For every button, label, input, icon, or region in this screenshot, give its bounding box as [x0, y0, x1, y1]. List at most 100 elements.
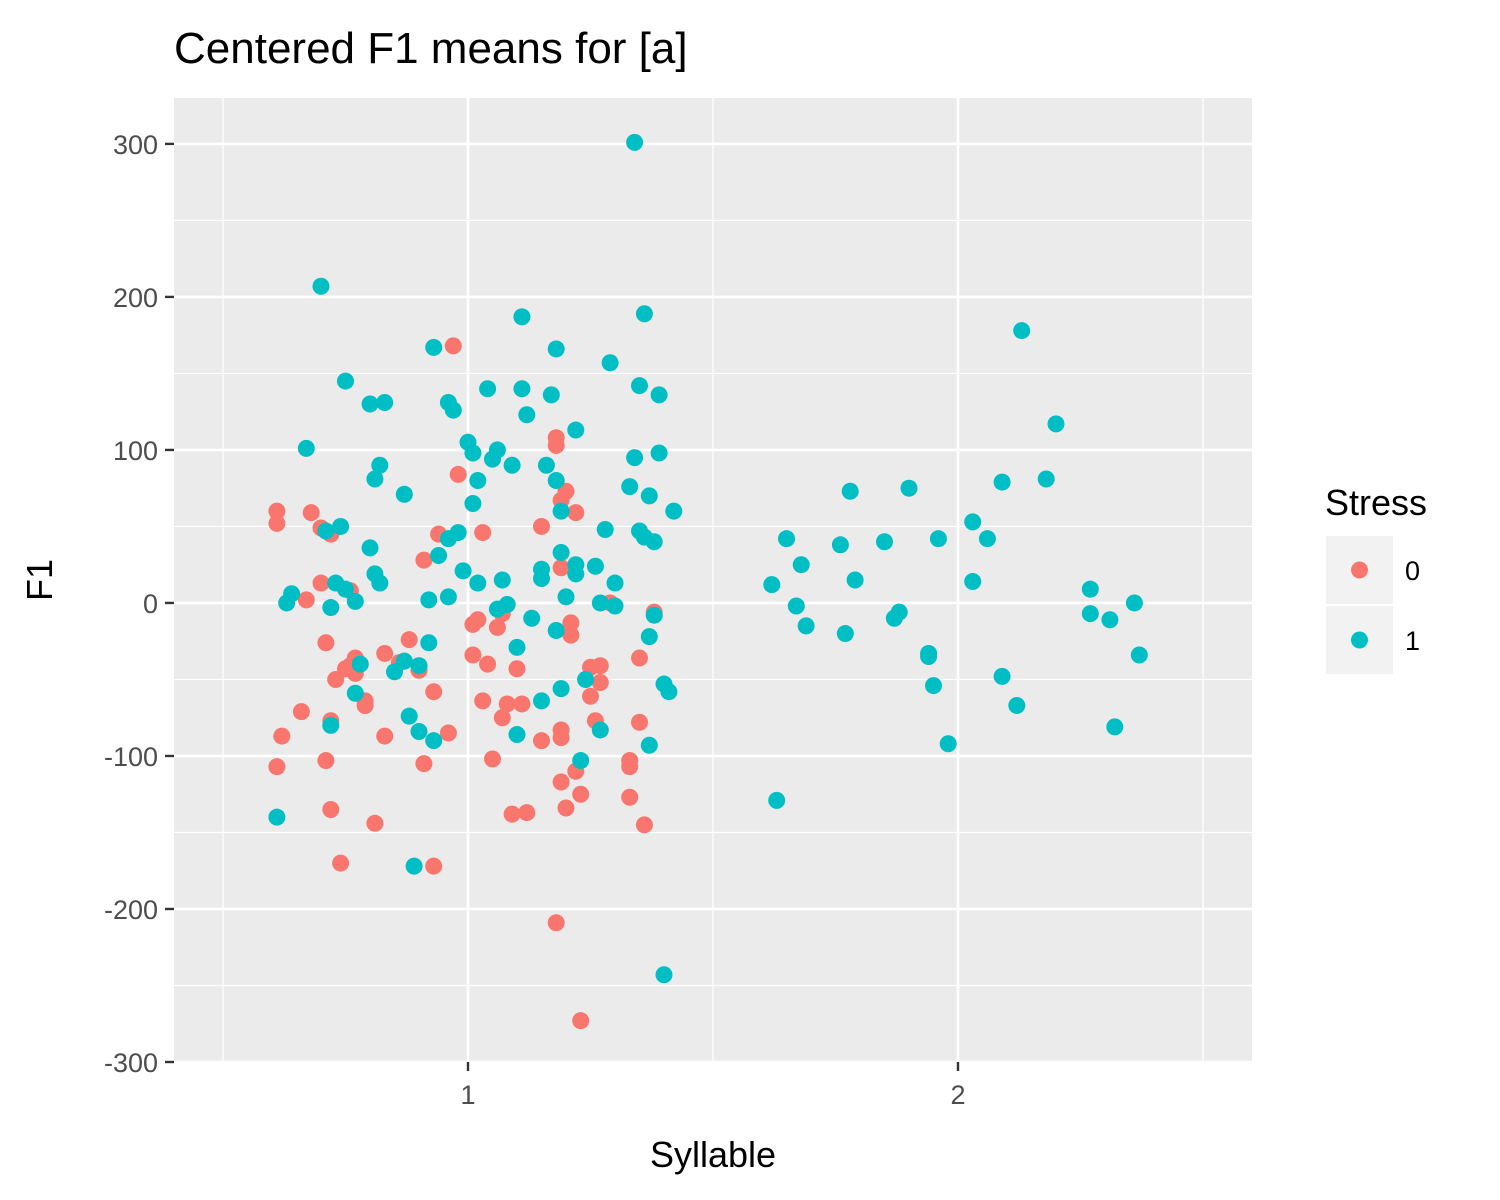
data-point	[488, 441, 506, 459]
data-point	[547, 914, 565, 932]
data-point	[631, 377, 648, 395]
data-point	[317, 522, 335, 540]
data-point	[430, 547, 448, 565]
data-point	[650, 386, 668, 404]
data-point	[552, 729, 570, 747]
data-point	[841, 482, 859, 500]
data-point	[964, 513, 982, 531]
data-point	[327, 670, 345, 688]
data-point	[768, 791, 786, 809]
data-point	[572, 752, 590, 770]
data-point	[660, 683, 678, 701]
data-point	[621, 478, 639, 496]
data-point	[386, 663, 403, 681]
data-point	[361, 395, 379, 413]
data-point	[366, 814, 384, 832]
data-point	[591, 657, 609, 675]
data-point	[542, 386, 560, 404]
data-point	[415, 755, 433, 773]
data-point	[503, 805, 521, 823]
data-point	[562, 614, 580, 632]
data-point	[601, 354, 619, 372]
data-point	[1008, 696, 1026, 714]
data-point	[444, 337, 462, 355]
data-point	[493, 571, 511, 589]
data-point	[778, 530, 795, 548]
data-point	[631, 713, 648, 731]
data-point	[640, 736, 658, 754]
data-point	[547, 472, 565, 490]
data-point	[900, 479, 918, 497]
data-point	[449, 465, 467, 483]
y-tick-label: -300	[104, 1048, 158, 1078]
data-point	[312, 574, 330, 592]
data-point	[425, 732, 443, 750]
data-point	[425, 857, 443, 875]
data-point	[371, 574, 389, 592]
data-point	[346, 592, 364, 610]
data-point	[1081, 580, 1099, 598]
data-point	[439, 724, 457, 742]
data-point	[474, 524, 492, 542]
data-point	[268, 808, 286, 826]
data-point	[479, 655, 497, 673]
data-point	[376, 394, 394, 412]
data-point	[552, 543, 570, 561]
data-point	[464, 494, 482, 512]
data-point	[513, 380, 531, 398]
data-point	[1130, 646, 1148, 664]
data-point	[400, 707, 418, 725]
data-point	[572, 1012, 590, 1030]
data-point	[640, 487, 658, 505]
data-point	[283, 585, 301, 603]
data-point	[640, 628, 658, 646]
data-point	[645, 606, 663, 624]
data-point	[792, 556, 810, 574]
legend-swatch-0	[1351, 561, 1368, 579]
y-axis-title: F1	[19, 559, 60, 601]
data-point	[635, 816, 653, 834]
data-point	[332, 517, 350, 535]
data-point	[469, 574, 487, 592]
data-point	[346, 684, 364, 702]
data-point	[439, 588, 457, 606]
data-point	[831, 536, 849, 554]
legend: Stress 0 1	[1325, 482, 1427, 674]
data-point	[596, 521, 614, 539]
data-point	[518, 406, 536, 424]
data-point	[626, 133, 644, 151]
data-point	[920, 644, 938, 662]
y-tick-label: 100	[113, 436, 158, 466]
data-point	[1106, 718, 1124, 736]
data-point	[621, 788, 639, 806]
data-point	[425, 683, 443, 701]
y-axis: 300 200 100 0 -100 -200 -300	[104, 130, 174, 1078]
data-point	[508, 726, 526, 744]
data-point	[444, 401, 462, 419]
data-point	[513, 308, 531, 326]
data-point	[268, 514, 286, 532]
data-point	[322, 599, 340, 617]
data-point	[454, 562, 472, 580]
data-point	[410, 657, 428, 675]
y-tick-label: -100	[104, 742, 158, 772]
data-point	[405, 857, 423, 875]
y-tick-label: 200	[113, 283, 158, 313]
series-1	[268, 133, 1148, 984]
data-point	[361, 539, 379, 557]
data-point	[665, 502, 683, 520]
data-point	[655, 966, 673, 984]
data-point	[1013, 322, 1031, 340]
data-point	[557, 588, 575, 606]
data-point	[547, 436, 565, 454]
data-point	[395, 652, 413, 670]
data-point	[317, 634, 335, 652]
y-tick-label: -200	[104, 895, 158, 925]
data-point	[533, 560, 550, 578]
data-point	[591, 594, 609, 612]
data-point	[929, 530, 947, 548]
data-point	[978, 530, 996, 548]
data-point	[376, 644, 394, 662]
data-point	[351, 655, 369, 673]
data-point	[317, 752, 335, 770]
